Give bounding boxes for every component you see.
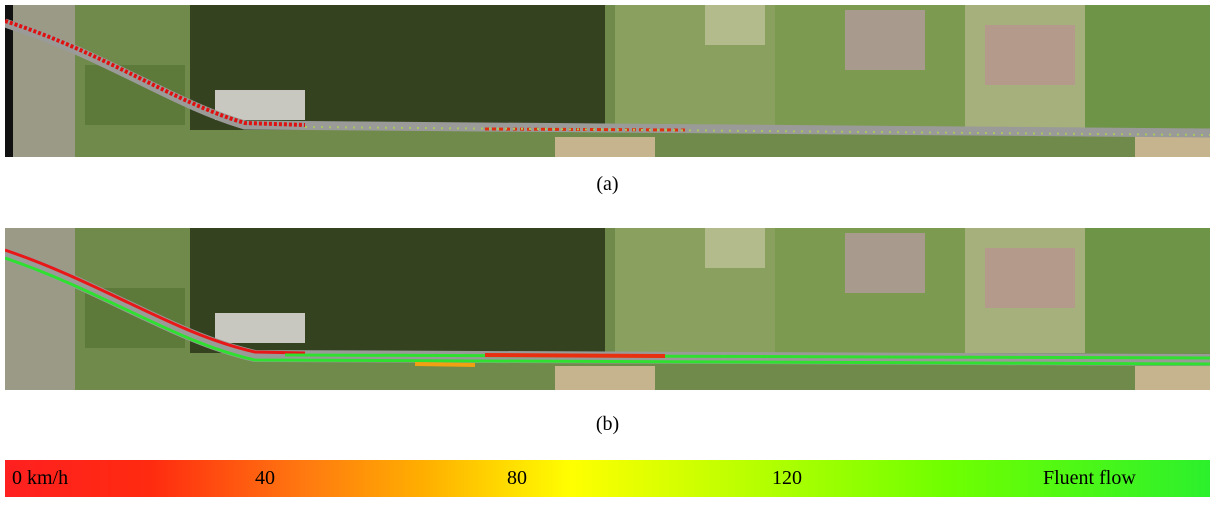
figure: (a) (b) 0 km/h4080120Fluent flow (() => … [0,0,1215,514]
color-scale [5,460,1210,497]
terrain [5,228,1210,390]
scale-label: 120 [772,467,802,490]
speed-lane [485,355,665,356]
scale-label: 80 [507,467,527,490]
scale-label: Fluent flow [1043,467,1136,490]
speed-lane [415,364,475,365]
aerial-image-a [5,5,1210,157]
scale-label: 0 km/h [12,467,68,490]
scale-label: 40 [255,467,275,490]
panel-label: (a) [0,173,1215,196]
panel-label: (b) [0,413,1215,436]
aerial-image-b [5,228,1210,390]
